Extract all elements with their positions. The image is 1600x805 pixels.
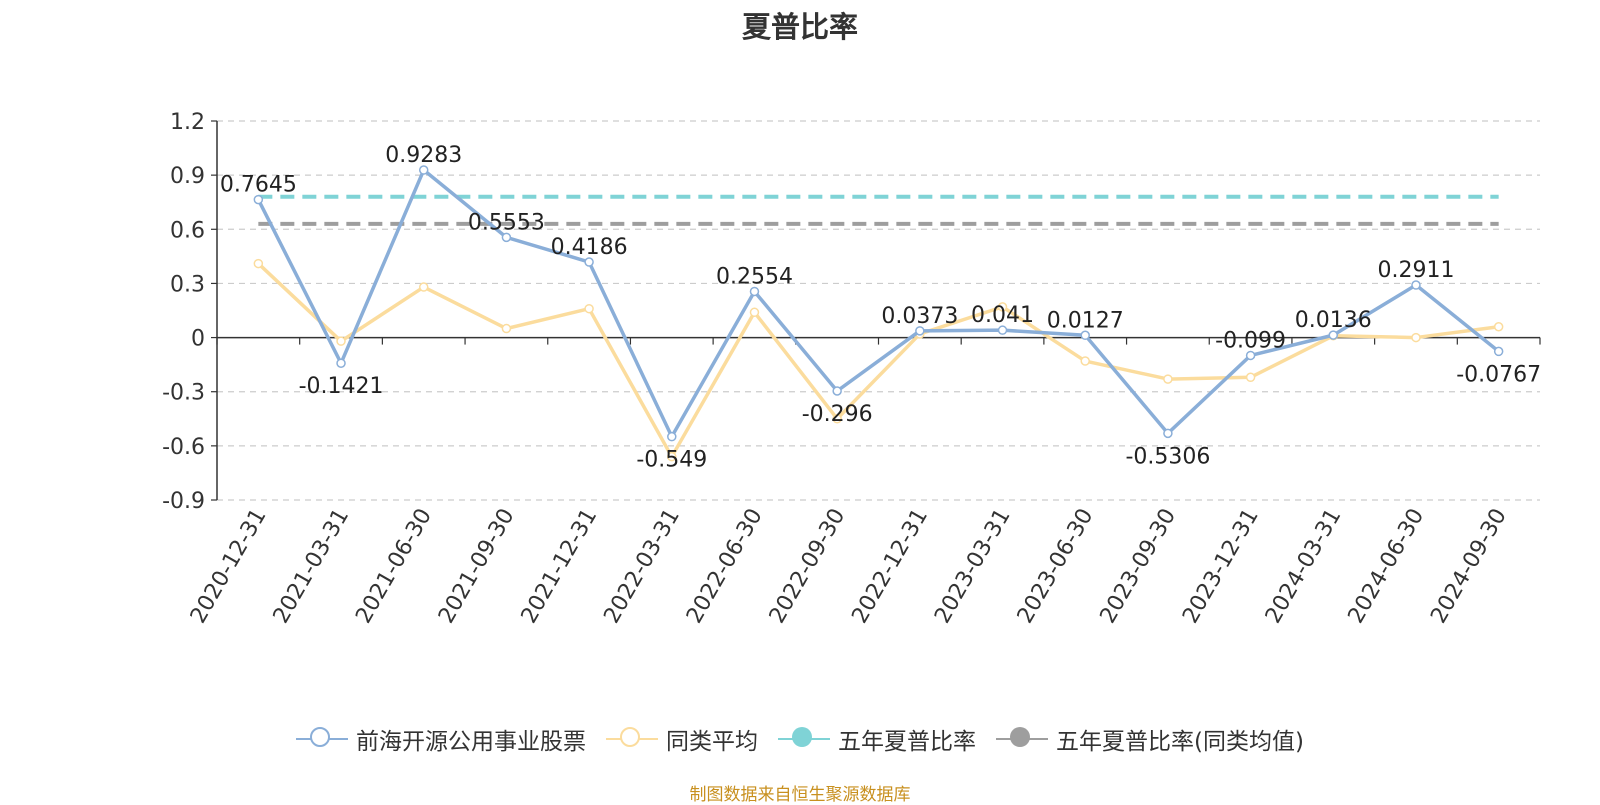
- data-point: [997, 302, 1008, 312]
- legend-item[interactable]: 五年夏普比率(同类均值): [996, 722, 1304, 756]
- x-tick-label: 2024-03-31: [1261, 505, 1347, 628]
- y-tick-label: -0.9: [162, 489, 205, 514]
- data-point: [253, 258, 264, 269]
- data-point: [832, 386, 842, 396]
- legend-swatch-icon: [296, 726, 349, 752]
- data-label: 0.2554: [716, 264, 793, 289]
- data-point: [584, 303, 594, 314]
- data-point: [667, 431, 677, 442]
- data-label: -0.296: [802, 402, 873, 427]
- data-point: [1245, 350, 1256, 361]
- data-point: [501, 323, 512, 334]
- legend-label: 前海开源公用事业股票: [356, 729, 587, 755]
- data-label: 0.7645: [220, 173, 297, 198]
- reference-lines: [258, 194, 1499, 226]
- data-point: [253, 194, 264, 205]
- x-tick-label: 2023-09-30: [1096, 505, 1182, 628]
- x-tick-label: 2022-03-31: [599, 505, 685, 628]
- legend-swatch-icon: [778, 726, 831, 752]
- data-label: 0.9283: [385, 143, 462, 168]
- data-point: [418, 165, 429, 175]
- data-label: -0.099: [1215, 328, 1286, 353]
- x-tick-label: 2022-06-30: [682, 505, 768, 628]
- y-tick-label: 0.6: [170, 218, 205, 243]
- x-tick-label: 2024-09-30: [1426, 505, 1512, 628]
- data-point: [667, 451, 677, 462]
- data-point: [336, 336, 346, 346]
- data-point: [1411, 332, 1421, 343]
- data-point: [418, 282, 429, 292]
- legend-item[interactable]: 五年夏普比率: [778, 722, 976, 756]
- data-point: [1493, 321, 1504, 332]
- series-lines: [253, 165, 1504, 462]
- axes: 1.20.90.60.30-0.3-0.6-0.92020-12-312021-…: [162, 110, 1541, 628]
- data-point: [501, 232, 512, 243]
- data-point: [997, 325, 1008, 335]
- data-label: 0.0136: [1295, 308, 1372, 333]
- legend-label: 五年夏普比率(同类均值): [1056, 729, 1304, 755]
- data-point: [336, 358, 346, 368]
- x-tick-label: 2021-09-30: [434, 505, 520, 628]
- data-point: [584, 257, 594, 267]
- chart-legend: 前海开源公用事业股票 同类平均 五年夏普比率 五年夏普比率(同类均值): [0, 722, 1600, 756]
- data-point: [749, 286, 760, 297]
- x-tick-label: 2023-06-30: [1013, 505, 1099, 628]
- y-tick-label: 0.9: [170, 164, 205, 189]
- x-tick-label: 2022-09-30: [765, 505, 851, 628]
- legend-item[interactable]: 同类平均: [606, 722, 758, 756]
- x-tick-label: 2021-06-30: [351, 505, 437, 628]
- data-point: [749, 307, 760, 318]
- data-label: 0.0127: [1047, 308, 1124, 333]
- legend-swatch-icon: [606, 726, 659, 752]
- series-line: [256, 168, 1500, 439]
- y-tick-label: -0.6: [162, 435, 205, 460]
- data-point: [1245, 372, 1256, 383]
- data-point: [1493, 346, 1504, 357]
- data-label: 0.5553: [468, 210, 545, 235]
- data-point: [1080, 330, 1090, 341]
- source-note: 制图数据来自恒生聚源数据库: [689, 785, 911, 805]
- data-label: -0.549: [636, 448, 707, 473]
- data-point: [1080, 356, 1090, 366]
- y-tick-label: -0.3: [162, 381, 205, 406]
- chart-plot-area: 1.20.90.60.30-0.3-0.6-0.92020-12-312021-…: [162, 110, 1541, 628]
- data-point: [1411, 280, 1421, 290]
- data-label: -0.5306: [1125, 444, 1210, 469]
- data-point: [1163, 428, 1173, 439]
- data-point: [915, 326, 925, 336]
- series-line: [257, 262, 1499, 459]
- legend-item[interactable]: 前海开源公用事业股票: [296, 722, 586, 756]
- grid-lines: [217, 120, 1540, 501]
- legend-label: 五年夏普比率: [838, 729, 977, 755]
- data-point: [1163, 374, 1173, 384]
- data-label: 0.2911: [1377, 258, 1454, 283]
- x-tick-label: 2020-12-31: [186, 505, 272, 628]
- data-label: -0.0767: [1456, 362, 1541, 387]
- data-label: -0.1421: [299, 374, 384, 399]
- data-label: 0.041: [971, 303, 1034, 328]
- y-tick-label: 0: [191, 327, 205, 352]
- x-tick-label: 2022-12-31: [847, 505, 933, 628]
- x-tick-label: 2024-06-30: [1344, 505, 1430, 628]
- y-tick-label: 1.2: [170, 110, 205, 135]
- data-point: [1328, 330, 1339, 340]
- data-label: 0.0373: [881, 304, 958, 329]
- x-tick-label: 2023-12-31: [1178, 505, 1264, 628]
- x-tick-label: 2021-03-31: [269, 505, 355, 628]
- data-point: [832, 414, 842, 424]
- chart-title: 夏普比率: [741, 10, 858, 44]
- legend-label: 同类平均: [666, 729, 759, 755]
- x-tick-label: 2023-03-31: [930, 505, 1016, 628]
- legend-swatch-icon: [996, 726, 1049, 752]
- data-label: 0.4186: [551, 235, 628, 260]
- x-tick-label: 2021-12-31: [517, 505, 603, 628]
- y-tick-label: 0.3: [170, 272, 205, 297]
